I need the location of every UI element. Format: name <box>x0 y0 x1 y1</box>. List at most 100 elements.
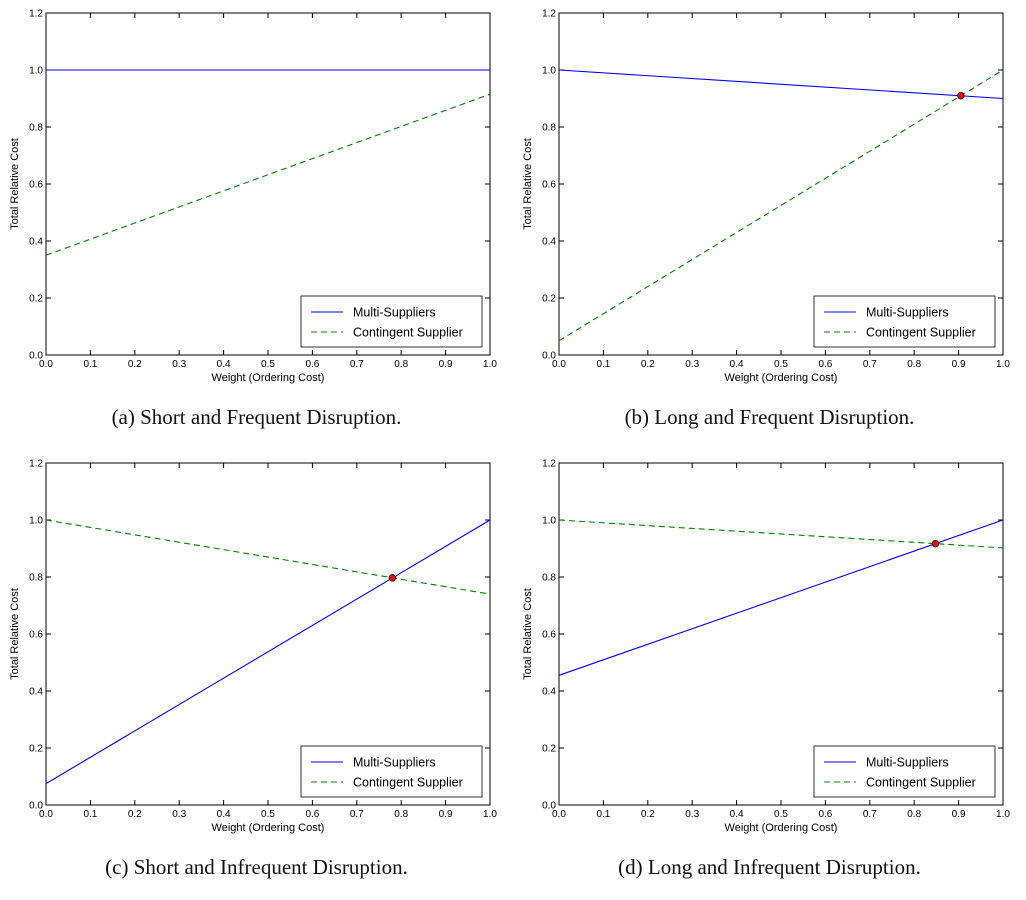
y-tick-label: 0.0 <box>29 801 43 812</box>
series-line-multi-suppliers <box>45 519 491 785</box>
chart-panel-c: 0.0 0.1 0.2 0.3 0.4 0.5 0.6 0.7 0.8 0.9 1.0 0.0 0.2 0… <box>0 450 513 900</box>
x-tick-label: 0.7 <box>350 809 364 820</box>
x-tick-label: 0.0 <box>39 359 53 370</box>
y-tick-label: 0.6 <box>542 180 556 191</box>
x-axis-label: Weight (Ordering Cost) <box>725 372 838 384</box>
y-tick-label: 0.0 <box>542 351 556 362</box>
x-axis-label: Weight (Ordering Cost) <box>725 822 838 834</box>
x-tick-label: 0.6 <box>818 359 832 370</box>
x-tick-label: 1.0 <box>996 809 1010 820</box>
y-tick-label: 0.4 <box>542 687 556 698</box>
intersection-point <box>957 91 965 100</box>
y-tick-label: 0.2 <box>542 744 556 755</box>
x-tick-label: 0.5 <box>774 359 788 370</box>
y-tick-label: 0.6 <box>542 630 556 641</box>
chart-d: 0.0 0.1 0.2 0.3 0.4 0.5 0.6 0.7 0.8 0.9 1.0 0.0 0.2 0… <box>522 459 1010 835</box>
legend-box <box>813 295 996 348</box>
x-tick-label: 0.6 <box>305 809 319 820</box>
legend-label: Contingent Supplier <box>866 776 976 790</box>
legend-box <box>300 745 483 798</box>
y-tick-label: 0.2 <box>542 294 556 305</box>
y-tick-label: 1.2 <box>29 9 43 20</box>
x-tick-label: 0.2 <box>641 809 655 820</box>
x-tick-label: 0.2 <box>641 359 655 370</box>
x-tick-label: 1.0 <box>483 359 497 370</box>
x-axis-label: Weight (Ordering Cost) <box>212 372 325 384</box>
y-tick-label: 0.6 <box>29 180 43 191</box>
legend: Multi-Suppliers Contingent Supplier <box>300 295 483 348</box>
legend-label: Multi-Suppliers <box>866 306 949 320</box>
y-tick-label: 0.8 <box>542 123 556 134</box>
x-tick-label: 0.5 <box>261 809 275 820</box>
x-tick-label: 0.9 <box>439 809 453 820</box>
x-tick-label: 0.5 <box>261 359 275 370</box>
x-tick-label: 0.9 <box>952 809 966 820</box>
x-tick-label: 0.0 <box>552 359 566 370</box>
intersection-point <box>931 539 940 548</box>
caption-c: (c) Short and Infrequent Disruption. <box>105 855 408 879</box>
x-tick-label: 0.7 <box>863 359 877 370</box>
x-tick-label: 0.1 <box>83 359 97 370</box>
y-axis-label: Total Relative Cost <box>522 138 534 230</box>
x-tick-label: 0.3 <box>685 359 699 370</box>
x-tick-label: 0.6 <box>305 359 319 370</box>
chart-b: 0.0 0.1 0.2 0.3 0.4 0.5 0.6 0.7 0.8 0.9 1.0 0.0 0.2 0… <box>522 9 1010 385</box>
y-tick-label: 1.2 <box>542 9 556 20</box>
x-tick-label: 0.6 <box>818 809 832 820</box>
caption-a: (a) Short and Frequent Disruption. <box>111 405 402 429</box>
y-tick-label: 0.6 <box>29 630 43 641</box>
x-tick-label: 0.4 <box>730 359 744 370</box>
legend: Multi-Suppliers Contingent Supplier <box>813 745 996 798</box>
series-line-multi-suppliers <box>558 69 1004 100</box>
chart-panel-b: 0.0 0.1 0.2 0.3 0.4 0.5 0.6 0.7 0.8 0.9 1.0 0.0 0.2 0… <box>513 0 1026 450</box>
legend-box <box>813 745 996 798</box>
legend-label: Multi-Suppliers <box>866 756 949 770</box>
y-tick-label: 0.0 <box>29 351 43 362</box>
intersection-point <box>388 574 397 582</box>
y-tick-label: 1.2 <box>29 459 43 470</box>
legend-label: Contingent Supplier <box>353 326 463 340</box>
x-tick-label: 0.9 <box>952 359 966 370</box>
x-tick-label: 0.1 <box>83 809 97 820</box>
chart-a: 0.0 0.1 0.2 0.3 0.4 0.5 0.6 0.7 0.8 0.9 1.0 0.0 0.2 0… <box>9 9 497 385</box>
x-tick-label: 0.8 <box>907 359 921 370</box>
y-tick-label: 1.0 <box>542 516 556 527</box>
x-tick-label: 0.3 <box>685 809 699 820</box>
y-tick-label: 0.8 <box>29 573 43 584</box>
series-line-contingent-supplier <box>558 519 1004 549</box>
y-tick-label: 0.8 <box>542 573 556 584</box>
x-tick-label: 0.7 <box>350 359 364 370</box>
x-tick-label: 0.1 <box>596 809 610 820</box>
legend-box <box>300 295 483 348</box>
x-tick-label: 0.4 <box>217 809 231 820</box>
x-tick-label: 0.7 <box>863 809 877 820</box>
series-line-contingent-supplier <box>45 519 491 595</box>
x-tick-label: 0.4 <box>217 359 231 370</box>
y-axis-label: Total Relative Cost <box>522 588 534 680</box>
y-tick-label: 0.2 <box>29 744 43 755</box>
caption-d: (d) Long and Infrequent Disruption. <box>618 855 921 879</box>
x-tick-label: 0.8 <box>907 809 921 820</box>
legend: Multi-Suppliers Contingent Supplier <box>813 295 996 348</box>
x-tick-label: 0.9 <box>439 359 453 370</box>
y-tick-label: 0.0 <box>542 801 556 812</box>
y-tick-label: 0.2 <box>29 294 43 305</box>
caption-b: (b) Long and Frequent Disruption. <box>624 405 915 429</box>
x-tick-label: 0.2 <box>128 809 142 820</box>
y-tick-label: 1.0 <box>29 66 43 77</box>
x-tick-label: 0.3 <box>172 359 186 370</box>
legend-label: Multi-Suppliers <box>353 756 436 770</box>
y-tick-label: 1.0 <box>29 516 43 527</box>
y-tick-label: 0.4 <box>29 237 43 248</box>
chart-panel-d: 0.0 0.1 0.2 0.3 0.4 0.5 0.6 0.7 0.8 0.9 1.0 0.0 0.2 0… <box>513 450 1026 900</box>
y-tick-label: 1.0 <box>542 66 556 77</box>
chart-c: 0.0 0.1 0.2 0.3 0.4 0.5 0.6 0.7 0.8 0.9 1.0 0.0 0.2 0… <box>9 459 497 835</box>
x-tick-label: 0.3 <box>172 809 186 820</box>
x-tick-label: 0.1 <box>596 359 610 370</box>
x-tick-label: 0.8 <box>394 809 408 820</box>
legend: Multi-Suppliers Contingent Supplier <box>300 745 483 798</box>
x-tick-label: 0.8 <box>394 359 408 370</box>
y-tick-label: 0.8 <box>29 123 43 134</box>
series-line-multi-suppliers <box>558 519 1004 676</box>
y-tick-label: 0.4 <box>542 237 556 248</box>
